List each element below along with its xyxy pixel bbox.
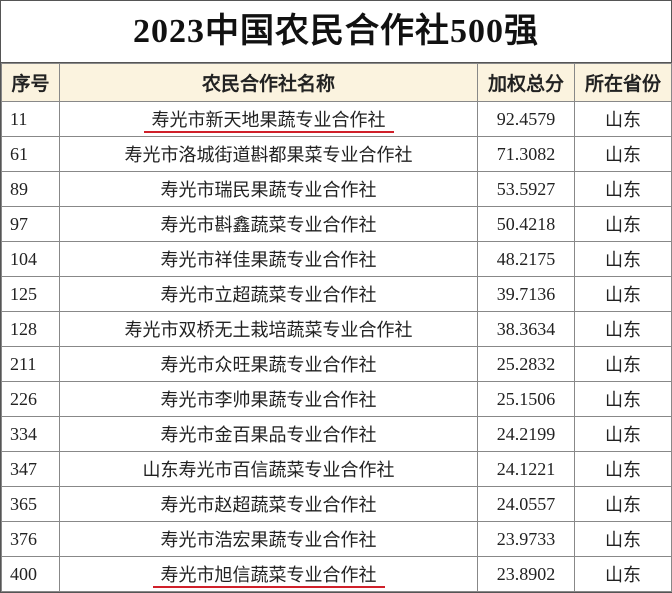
table-row: 97 寿光市斟鑫蔬菜专业合作社 50.4218 山东 bbox=[1, 206, 672, 242]
table-row: 211 寿光市众旺果蔬专业合作社 25.2832 山东 bbox=[1, 346, 672, 382]
table-cell: 寿光市浩宏果蔬专业合作社 bbox=[59, 521, 478, 557]
table-cell: 寿光市斟鑫蔬菜专业合作社 bbox=[59, 206, 478, 242]
table-cell: 400 bbox=[1, 556, 60, 592]
table-cell: 山东 bbox=[574, 381, 672, 417]
table-row: 334 寿光市金百果品专业合作社 24.2199 山东 bbox=[1, 416, 672, 452]
table-cell: 23.8902 bbox=[477, 556, 575, 592]
table-cell: 寿光市旭信蔬菜专业合作社 bbox=[59, 556, 478, 592]
table-cell: 11 bbox=[1, 101, 60, 137]
header-row: 序号 农民合作社名称 加权总分 所在省份 bbox=[1, 63, 672, 102]
table-cell: 39.7136 bbox=[477, 276, 575, 312]
table-cell: 寿光市新天地果蔬专业合作社 bbox=[59, 101, 478, 137]
table-cell: 寿光市祥佳果蔬专业合作社 bbox=[59, 241, 478, 277]
table-cell: 211 bbox=[1, 346, 60, 382]
table-cell: 山东 bbox=[574, 136, 672, 172]
table-cell: 寿光市洛城街道斟都果菜专业合作社 bbox=[59, 136, 478, 172]
table-cell: 71.3082 bbox=[477, 136, 575, 172]
table-row: 11 寿光市新天地果蔬专业合作社 92.4579 山东 bbox=[1, 101, 672, 137]
table-row: 61 寿光市洛城街道斟都果菜专业合作社 71.3082 山东 bbox=[1, 136, 672, 172]
table-cell: 山东 bbox=[574, 451, 672, 487]
table-cell: 128 bbox=[1, 311, 60, 347]
table-cell: 365 bbox=[1, 486, 60, 522]
table-row: 365 寿光市赵超蔬菜专业合作社 24.0557 山东 bbox=[1, 486, 672, 522]
table-cell: 334 bbox=[1, 416, 60, 452]
table-cell: 97 bbox=[1, 206, 60, 242]
table-cell: 104 bbox=[1, 241, 60, 277]
table-row: 104 寿光市祥佳果蔬专业合作社 48.2175 山东 bbox=[1, 241, 672, 277]
table-cell: 山东 bbox=[574, 241, 672, 277]
table-cell: 山东 bbox=[574, 206, 672, 242]
table-cell: 寿光市立超蔬菜专业合作社 bbox=[59, 276, 478, 312]
column-header: 农民合作社名称 bbox=[59, 63, 478, 102]
table-cell: 24.1221 bbox=[477, 451, 575, 487]
table-cell: 山东寿光市百信蔬菜专业合作社 bbox=[59, 451, 478, 487]
table-cell: 125 bbox=[1, 276, 60, 312]
table-cell: 25.1506 bbox=[477, 381, 575, 417]
table-cell: 寿光市李帅果蔬专业合作社 bbox=[59, 381, 478, 417]
table-cell: 38.3634 bbox=[477, 311, 575, 347]
table-title: 2023中国农民合作社500强 bbox=[1, 1, 671, 63]
table-row: 400 寿光市旭信蔬菜专业合作社 23.8902 山东 bbox=[1, 556, 672, 592]
underlined-name: 寿光市新天地果蔬专业合作社 bbox=[143, 110, 394, 133]
table-cell: 寿光市金百果品专业合作社 bbox=[59, 416, 478, 452]
table-cell: 61 bbox=[1, 136, 60, 172]
table-cell: 50.4218 bbox=[477, 206, 575, 242]
table-row: 125 寿光市立超蔬菜专业合作社 39.7136 山东 bbox=[1, 276, 672, 312]
table-row: 89 寿光市瑞民果蔬专业合作社 53.5927 山东 bbox=[1, 171, 672, 207]
table-row: 347 山东寿光市百信蔬菜专业合作社 24.1221 山东 bbox=[1, 451, 672, 487]
table-cell: 寿光市双桥无土栽培蔬菜专业合作社 bbox=[59, 311, 478, 347]
table-cell: 寿光市赵超蔬菜专业合作社 bbox=[59, 486, 478, 522]
table-cell: 48.2175 bbox=[477, 241, 575, 277]
table-cell: 25.2832 bbox=[477, 346, 575, 382]
table-cell: 24.0557 bbox=[477, 486, 575, 522]
table-cell: 53.5927 bbox=[477, 171, 575, 207]
table-cell: 24.2199 bbox=[477, 416, 575, 452]
column-header: 加权总分 bbox=[477, 63, 575, 102]
table-cell: 山东 bbox=[574, 346, 672, 382]
table-cell: 92.4579 bbox=[477, 101, 575, 137]
table-cell: 寿光市瑞民果蔬专业合作社 bbox=[59, 171, 478, 207]
table-cell: 山东 bbox=[574, 171, 672, 207]
table-cell: 山东 bbox=[574, 486, 672, 522]
column-header: 序号 bbox=[1, 63, 60, 102]
table-row: 376 寿光市浩宏果蔬专业合作社 23.9733 山东 bbox=[1, 521, 672, 557]
table-cell: 山东 bbox=[574, 276, 672, 312]
table-cell: 226 bbox=[1, 381, 60, 417]
table-cell: 347 bbox=[1, 451, 60, 487]
underlined-name: 寿光市旭信蔬菜专业合作社 bbox=[152, 565, 385, 588]
ranking-table: 序号 农民合作社名称 加权总分 所在省份 11 寿光市新天地果蔬专业合作社 92.4579… bbox=[1, 63, 672, 592]
table-row: 128 寿光市双桥无土栽培蔬菜专业合作社 38.3634 山东 bbox=[1, 311, 672, 347]
table-cell: 376 bbox=[1, 521, 60, 557]
table-cell: 寿光市众旺果蔬专业合作社 bbox=[59, 346, 478, 382]
column-header: 所在省份 bbox=[574, 63, 672, 102]
table-cell: 山东 bbox=[574, 101, 672, 137]
table-cell: 23.9733 bbox=[477, 521, 575, 557]
table-row: 226 寿光市李帅果蔬专业合作社 25.1506 山东 bbox=[1, 381, 672, 417]
table-cell: 山东 bbox=[574, 556, 672, 592]
table-cell: 山东 bbox=[574, 416, 672, 452]
table-cell: 山东 bbox=[574, 521, 672, 557]
table-body: 11 寿光市新天地果蔬专业合作社 92.4579 山东 61 寿光市洛城街道斟都果菜专业合… bbox=[1, 101, 672, 592]
table-cell: 山东 bbox=[574, 311, 672, 347]
table-cell: 89 bbox=[1, 171, 60, 207]
